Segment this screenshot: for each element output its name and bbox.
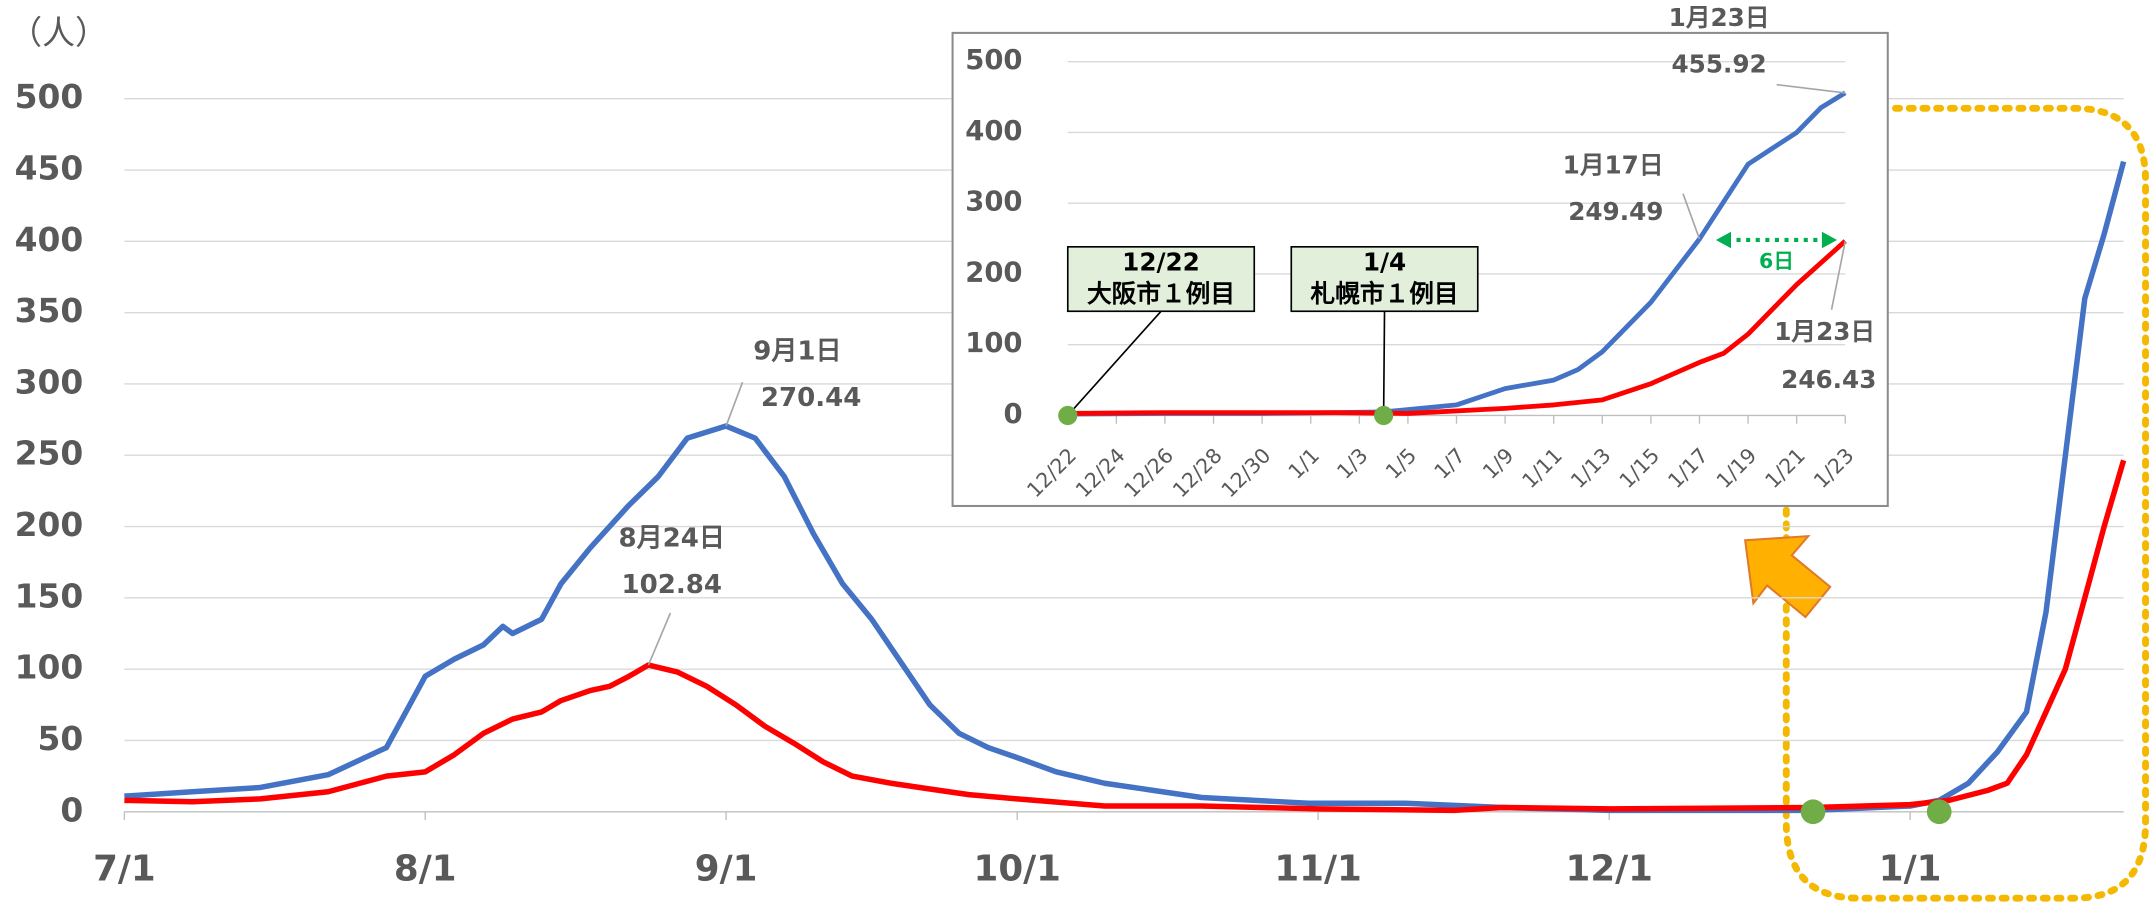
y-tick-label: 250 [15, 434, 84, 473]
x-tick-label: 1/1 [1879, 849, 1942, 890]
callout-value: 246.43 [1781, 365, 1876, 394]
y-tick-label: 200 [15, 505, 84, 544]
highlight-frame [1782, 104, 2149, 902]
callout-date: 1月17日 [1563, 150, 1664, 179]
callout-value: 102.84 [622, 570, 723, 600]
leader-line [647, 612, 672, 666]
y-tick-label: 350 [15, 291, 84, 330]
x-tick-label: 7/1 [93, 849, 156, 890]
marker [1926, 799, 1952, 825]
series-line [124, 160, 2127, 814]
y-tick-label: 450 [15, 149, 84, 188]
event-marker [1058, 405, 1078, 426]
inset-chart: 010020030040050012/2212/2412/2612/2812/3… [965, 3, 1876, 502]
callout-date: 9月1日 [753, 337, 841, 367]
y-tick-label: 100 [965, 328, 1022, 359]
y-tick-label: 100 [15, 648, 84, 687]
event-marker [1374, 405, 1394, 426]
y-tick-label: 50 [37, 719, 83, 758]
callout-date: 1月23日 [1774, 317, 1875, 346]
y-tick-label: 500 [965, 45, 1022, 76]
y-tick-label: 300 [965, 187, 1022, 218]
event-text: 大阪市１例目 [1087, 279, 1235, 308]
y-tick-label: 300 [15, 362, 84, 401]
y-tick-label: 500 [15, 77, 84, 116]
event-date: 1/4 [1363, 247, 1406, 276]
y-tick-label: 400 [15, 220, 84, 259]
callout-value: 270.44 [761, 383, 862, 413]
x-tick-label: 9/1 [695, 849, 758, 890]
arrow [1743, 534, 1832, 619]
gap-arrowhead [1821, 231, 1838, 249]
leader-line [1682, 193, 1701, 240]
y-tick-label: 0 [1003, 399, 1022, 430]
marker [1800, 799, 1826, 825]
leader-line [1830, 240, 1847, 310]
event-date: 12/22 [1122, 247, 1200, 276]
event-text: 札幌市１例目 [1311, 279, 1459, 308]
series-line [1067, 239, 1847, 416]
x-tick-label: 8/1 [394, 849, 457, 890]
gap-arrowhead [1715, 231, 1732, 249]
x-tick-label: 11/1 [1274, 849, 1361, 890]
series-line [124, 459, 2127, 814]
leader-line [725, 381, 744, 427]
x-tick-label: 12/1 [1566, 849, 1653, 890]
gap-label: 6日 [1759, 249, 1794, 273]
callout-value: 249.49 [1568, 197, 1663, 226]
event-box [1066, 245, 1256, 313]
event-leader [1382, 311, 1386, 416]
callout-value: 455.92 [1671, 49, 1766, 78]
y-tick-label: 200 [965, 257, 1022, 288]
leader-line [1776, 83, 1846, 94]
y-tick-label: 0 [60, 790, 83, 829]
x-tick-label: 10/1 [974, 849, 1061, 890]
callout-date: 1月23日 [1669, 3, 1770, 32]
event-box [1290, 245, 1479, 313]
y-tick-label: 400 [965, 116, 1022, 147]
event-leader [1067, 310, 1162, 417]
y-axis-label: （人） [9, 13, 108, 52]
y-tick-label: 150 [15, 576, 84, 615]
callout-date: 8月24日 [619, 523, 725, 553]
